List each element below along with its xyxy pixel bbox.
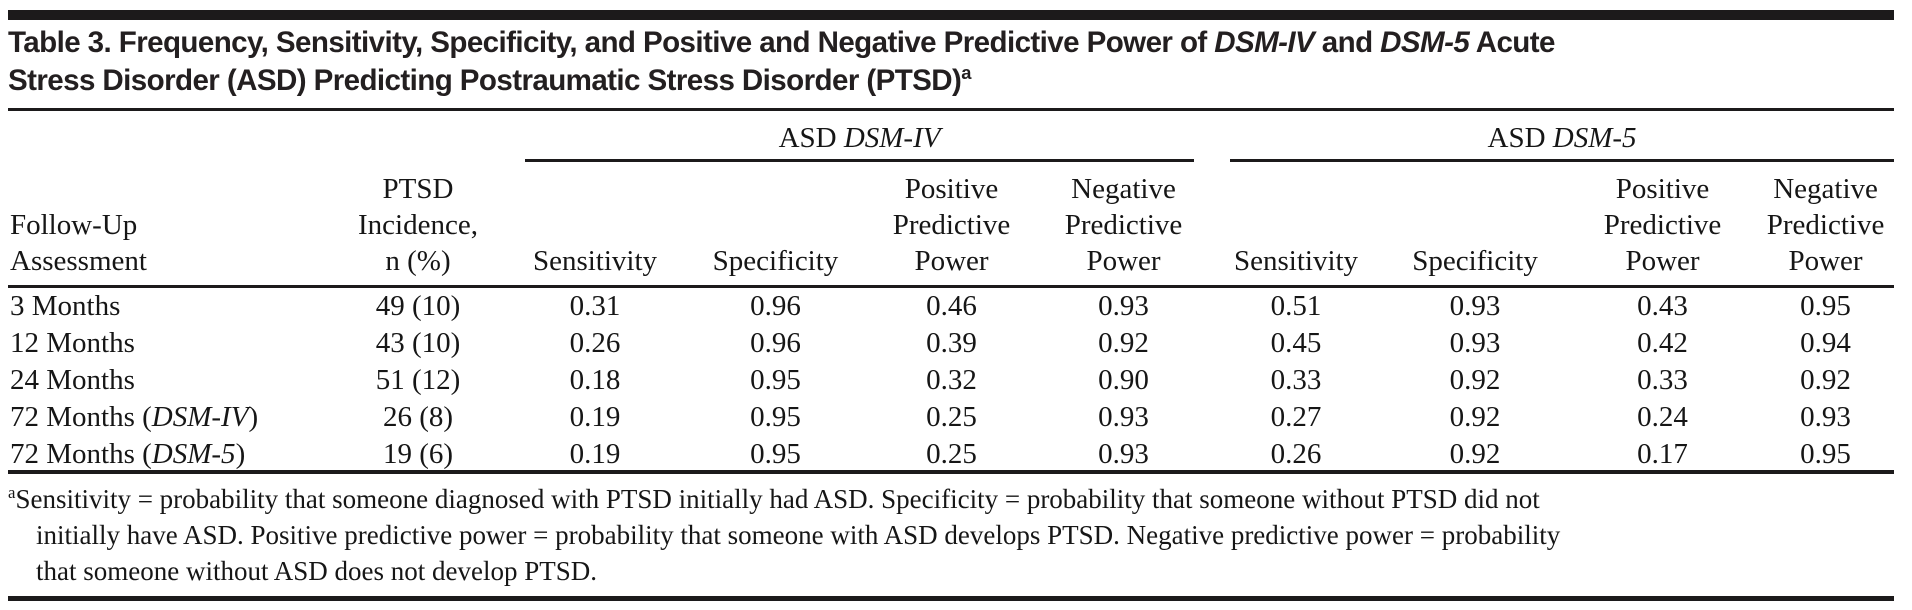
cell-dsm4-ppp: 0.25 xyxy=(926,401,977,433)
cell-dsm5-ppp: 0.33 xyxy=(1637,364,1688,396)
cell-dsm4-specificity: 0.96 xyxy=(750,290,801,322)
cell-dsm4-sensitivity: 0.18 xyxy=(569,364,621,396)
cell-dsm5-ppp: 0.42 xyxy=(1637,327,1688,359)
top-bar-rule xyxy=(8,10,1894,20)
cell-dsm4-sensitivity: 0.19 xyxy=(569,438,621,470)
cell-dsm4-sensitivity: 0.19 xyxy=(569,401,621,433)
cell-dsm4-specificity: 0.95 xyxy=(750,364,801,396)
cell-dsm5-sensitivity: 0.33 xyxy=(1270,364,1322,396)
table-bottom-rule xyxy=(8,470,1894,474)
cell-dsm5-ppp: 0.17 xyxy=(1637,438,1688,470)
cell-dsm4-sensitivity: 0.26 xyxy=(569,327,621,359)
cell-dsm5-specificity: 0.92 xyxy=(1449,438,1501,470)
column-header-follow-up: Follow-Up Assessment xyxy=(8,162,331,288)
cell-dsm5-specificity: 0.93 xyxy=(1449,290,1501,322)
cell-dsm4-sensitivity: 0.31 xyxy=(569,290,621,322)
cell-dsm5-sensitivity: 0.45 xyxy=(1270,327,1322,359)
column-header-npp-dsm5: Negative Predictive Power xyxy=(1757,162,1895,288)
group-header-row: ASD DSM-IV ASD DSM-5 xyxy=(8,111,1895,162)
cell-dsm4-npp: 0.93 xyxy=(1098,438,1149,470)
footnote-line-1: aSensitivity = probability that someone … xyxy=(8,481,1904,517)
cell-dsm5-npp: 0.95 xyxy=(1800,290,1851,322)
cell-incidence: 26 (8) xyxy=(382,401,454,433)
row-label: 12 Months xyxy=(10,327,135,359)
table-caption-line-1: Table 3. Frequency, Sensitivity, Specifi… xyxy=(8,26,1555,59)
table-row: 3 Months 49 (10) 0.31 0.96 0.46 0.93 0.5… xyxy=(8,287,1894,326)
table-row: 12 Months 43 (10) 0.26 0.96 0.39 0.92 0.… xyxy=(8,325,1894,362)
row-label: 3 Months xyxy=(10,290,121,322)
cell-dsm4-ppp: 0.46 xyxy=(926,290,977,322)
row-label: 72 Months (DSM-5) xyxy=(10,438,246,470)
column-header-specificity-dsm5: Specificity xyxy=(1382,162,1569,288)
cell-incidence: 49 (10) xyxy=(375,290,461,322)
group-spacer xyxy=(8,111,505,162)
column-header-sensitivity-dsm5: Sensitivity xyxy=(1210,162,1383,288)
caption-divider-rule xyxy=(8,108,1894,111)
cell-dsm4-npp: 0.92 xyxy=(1098,327,1149,359)
footnote-line-2: initially have ASD. Positive predictive … xyxy=(36,520,1561,550)
cell-dsm5-npp: 0.92 xyxy=(1800,364,1851,396)
table-row: 72 Months (DSM-IV) 26 (8) 0.19 0.95 0.25… xyxy=(8,399,1894,436)
row-label: 72 Months (DSM-IV) xyxy=(10,401,259,433)
data-table: ASD DSM-IV ASD DSM-5 Follow-Up Assessmen… xyxy=(8,111,1895,473)
table-footnote: aSensitivity = probability that someone … xyxy=(8,481,1904,589)
cell-dsm5-specificity: 0.92 xyxy=(1449,364,1501,396)
cell-dsm5-specificity: 0.93 xyxy=(1449,327,1501,359)
group-header-dsm-5-label: ASD DSM-5 xyxy=(1230,122,1895,162)
column-header-sensitivity-dsm4: Sensitivity xyxy=(505,162,685,288)
row-label: 24 Months xyxy=(10,364,135,396)
cell-dsm4-npp: 0.93 xyxy=(1098,290,1149,322)
column-header-npp-dsm4: Negative Predictive Power xyxy=(1037,162,1211,288)
cell-dsm5-npp: 0.94 xyxy=(1800,327,1851,359)
column-header-ppp-dsm5: Positive Predictive Power xyxy=(1568,162,1758,288)
column-header-incidence: PTSD Incidence, n (%) xyxy=(331,162,505,288)
column-header-ppp-dsm4: Positive Predictive Power xyxy=(866,162,1037,288)
group-header-dsm-iv-label: ASD DSM-IV xyxy=(525,122,1195,162)
cell-dsm4-npp: 0.93 xyxy=(1098,401,1149,433)
cell-incidence: 43 (10) xyxy=(375,327,461,359)
cell-dsm4-specificity: 0.95 xyxy=(750,401,801,433)
column-header-specificity-dsm4: Specificity xyxy=(685,162,866,288)
cell-dsm4-specificity: 0.95 xyxy=(750,438,801,470)
cell-dsm5-sensitivity: 0.27 xyxy=(1270,401,1322,433)
group-header-dsm-iv: ASD DSM-IV xyxy=(505,111,1210,162)
cell-incidence: 51 (12) xyxy=(375,364,461,396)
group-header-dsm-5: ASD DSM-5 xyxy=(1210,111,1895,162)
table-row: 24 Months 51 (12) 0.18 0.95 0.32 0.90 0.… xyxy=(8,362,1894,399)
cell-dsm4-ppp: 0.25 xyxy=(926,438,977,470)
footnote-line-1-text: Sensitivity = probability that someone d… xyxy=(15,484,1540,514)
column-header-row: Follow-Up Assessment PTSD Incidence, n (… xyxy=(8,162,1895,288)
cell-dsm5-sensitivity: 0.51 xyxy=(1270,290,1322,322)
cell-dsm4-specificity: 0.96 xyxy=(750,327,801,359)
cell-dsm4-ppp: 0.32 xyxy=(926,364,977,396)
footnote-marker: a xyxy=(8,483,16,502)
cell-dsm5-ppp: 0.24 xyxy=(1637,401,1688,433)
cell-incidence: 19 (6) xyxy=(382,438,454,470)
table-caption-line-2: Stress Disorder (ASD) Predicting Postrau… xyxy=(8,62,971,97)
cell-dsm5-sensitivity: 0.26 xyxy=(1270,438,1322,470)
footnote-line-3: that someone without ASD does not develo… xyxy=(36,556,597,586)
cell-dsm4-ppp: 0.39 xyxy=(926,327,977,359)
cell-dsm5-npp: 0.95 xyxy=(1800,438,1851,470)
table-caption: Table 3. Frequency, Sensitivity, Specifi… xyxy=(8,24,1908,100)
table-row: 72 Months (DSM-5) 19 (6) 0.19 0.95 0.25 … xyxy=(8,436,1894,473)
cell-dsm4-npp: 0.90 xyxy=(1098,364,1149,396)
cell-dsm5-npp: 0.93 xyxy=(1800,401,1851,433)
figure-bottom-rule xyxy=(8,596,1894,601)
cell-dsm5-specificity: 0.92 xyxy=(1449,401,1501,433)
cell-dsm5-ppp: 0.43 xyxy=(1637,290,1688,322)
